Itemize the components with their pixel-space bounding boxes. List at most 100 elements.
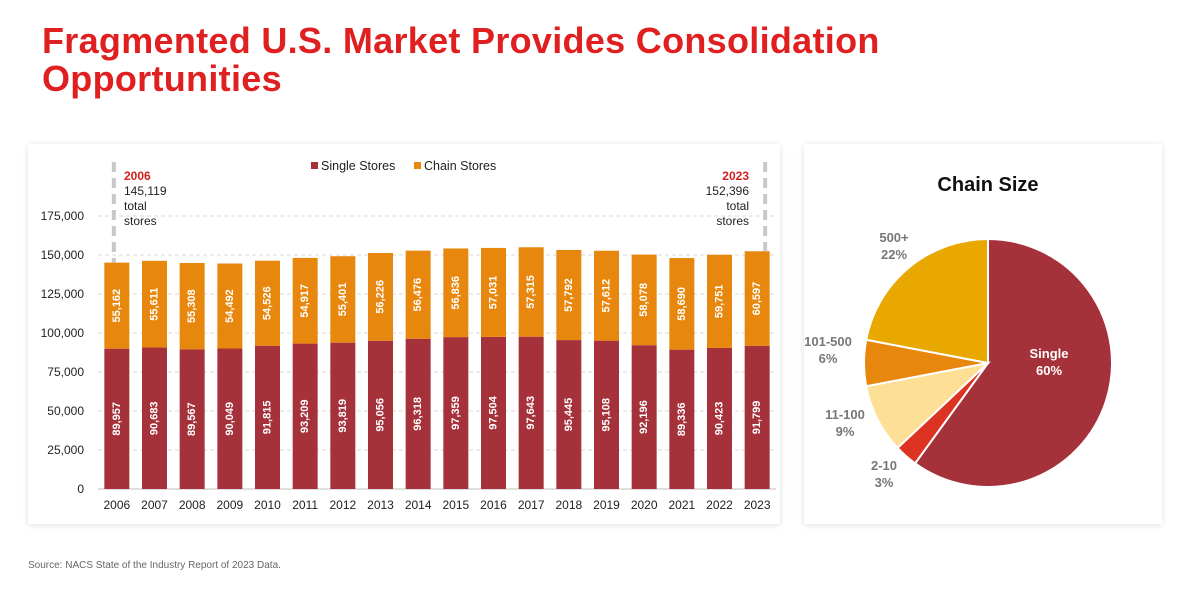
bar-single-stores	[594, 340, 619, 489]
x-tick-label: 2012	[329, 498, 356, 512]
x-tick-label: 2010	[254, 498, 281, 512]
x-tick-label: 2008	[179, 498, 206, 512]
bar-single-stores	[405, 338, 431, 489]
bar-single-stores	[142, 347, 167, 489]
data-label-chain: 57,792	[563, 278, 575, 312]
data-label-chain: 56,226	[375, 280, 387, 314]
pie-chart-panel: Chain Size Single 60% 2-10 3% 11-100 9% 101-50…	[804, 144, 1162, 524]
data-label-single: 95,445	[563, 398, 575, 432]
x-tick-label: 2011	[292, 498, 318, 512]
data-label-single: 96,318	[412, 397, 424, 431]
pie-label-pct: 22%	[881, 247, 907, 262]
data-label-single: 97,504	[488, 395, 500, 430]
bar-chain-stores	[594, 250, 619, 341]
y-tick-label: 125,000	[41, 287, 85, 301]
y-tick-label: 150,000	[41, 248, 85, 262]
legend-swatch	[311, 162, 318, 169]
data-label-single: 91,799	[751, 401, 763, 435]
data-label-chain: 58,690	[676, 287, 688, 321]
data-label-single: 97,643	[525, 396, 537, 430]
data-label-chain: 55,308	[186, 289, 198, 323]
data-label-chain: 54,492	[224, 289, 236, 323]
bar-single-stores	[104, 348, 130, 489]
bar-chain-stores	[368, 253, 393, 341]
data-label-chain: 57,612	[601, 279, 613, 313]
x-tick-label: 2013	[367, 498, 394, 512]
x-tick-label: 2015	[442, 498, 469, 512]
bar-single-stores	[707, 347, 732, 489]
data-label-chain: 57,031	[488, 276, 500, 310]
bar-single-stores	[330, 342, 356, 489]
x-tick-label: 2006	[103, 498, 130, 512]
data-label-single: 95,056	[375, 398, 387, 432]
bar-single-stores	[179, 349, 205, 489]
bar-chain-stores	[669, 258, 695, 350]
bar-chain-stores	[556, 249, 582, 341]
data-label-single: 89,336	[676, 402, 688, 436]
y-tick-label: 0	[77, 482, 84, 496]
pie-label-pct: 6%	[819, 351, 838, 366]
bar-single-stores	[292, 343, 318, 489]
x-tick-label: 2020	[631, 498, 658, 512]
legend-swatch	[414, 162, 421, 169]
bar-single-stores	[368, 340, 393, 489]
data-label-single: 93,819	[337, 399, 349, 433]
annotation-year: 2006	[124, 169, 151, 183]
pie-chart-title: Chain Size	[937, 174, 1039, 196]
y-tick-label: 25,000	[47, 443, 84, 457]
pie-label-pct: 3%	[875, 475, 894, 490]
bar-chart-panel: 0 25,000 50,000 75,000 100,000 125,000 150,000…	[28, 144, 780, 524]
annotation-text: 152,396	[706, 184, 750, 198]
data-label-chain: 55,162	[111, 289, 123, 323]
x-tick-label: 2018	[555, 498, 582, 512]
pie-label-pct: 60%	[1036, 363, 1062, 378]
bar-single-stores	[556, 340, 582, 489]
bar-chain-stores	[104, 262, 130, 349]
pie-label-name: 101-500	[804, 334, 852, 349]
bar-chain-stores	[292, 257, 318, 344]
data-label-single: 89,567	[186, 402, 198, 436]
annotation-text: total	[124, 199, 147, 213]
data-label-single: 91,815	[262, 401, 274, 435]
y-tick-label: 100,000	[41, 326, 85, 340]
legend-label: Single Stores	[321, 159, 395, 173]
bar-single-stores	[744, 345, 770, 489]
bar-chain-stores	[518, 247, 544, 337]
pie-label-name: 11-100	[825, 407, 865, 422]
bar-chain-stores	[179, 262, 205, 350]
bar-chain-stores	[707, 254, 732, 348]
bar-single-stores	[518, 336, 544, 489]
x-tick-label: 2014	[405, 498, 432, 512]
bar-chain-stores	[330, 256, 356, 343]
annotation-text: stores	[716, 214, 749, 228]
data-label-single: 90,423	[714, 402, 726, 436]
x-tick-label: 2019	[593, 498, 620, 512]
bar-single-stores	[481, 336, 506, 489]
y-tick-label: 75,000	[47, 365, 84, 379]
x-tick-label: 2009	[216, 498, 243, 512]
page-title: Fragmented U.S. Market Provides Consolid…	[42, 20, 880, 99]
bar-chain-stores	[405, 250, 431, 339]
source-note: Source: NACS State of the Industry Repor…	[28, 560, 281, 571]
data-label-single: 95,108	[601, 398, 613, 432]
pie-label-name: Single	[1029, 346, 1068, 361]
pie-label-name: 2-10	[871, 458, 897, 473]
bar-chain-stores	[443, 248, 469, 338]
x-tick-label: 2022	[706, 498, 733, 512]
data-label-chain: 55,401	[337, 283, 349, 317]
stacked-bar-chart: 0 25,000 50,000 75,000 100,000 125,000 150,000…	[41, 159, 776, 512]
pie-chart: Single 60% 2-10 3% 11-100 9% 101-500 6% 500+ 22%	[804, 230, 1113, 490]
data-label-single: 93,209	[299, 399, 311, 433]
data-label-chain: 56,476	[412, 278, 424, 312]
data-label-single: 90,049	[224, 402, 236, 436]
data-label-chain: 57,315	[525, 275, 537, 309]
bar-single-stores	[255, 345, 280, 489]
annotation-text: total	[726, 199, 749, 213]
bar-chain-stores	[631, 254, 657, 346]
bar-single-stores	[217, 348, 243, 489]
data-label-chain: 56,836	[450, 276, 462, 310]
legend: Single Stores Chain Stores	[311, 159, 496, 173]
x-tick-label: 2021	[668, 498, 695, 512]
data-label-chain: 54,917	[299, 284, 311, 318]
x-tick-label: 2017	[518, 498, 545, 512]
